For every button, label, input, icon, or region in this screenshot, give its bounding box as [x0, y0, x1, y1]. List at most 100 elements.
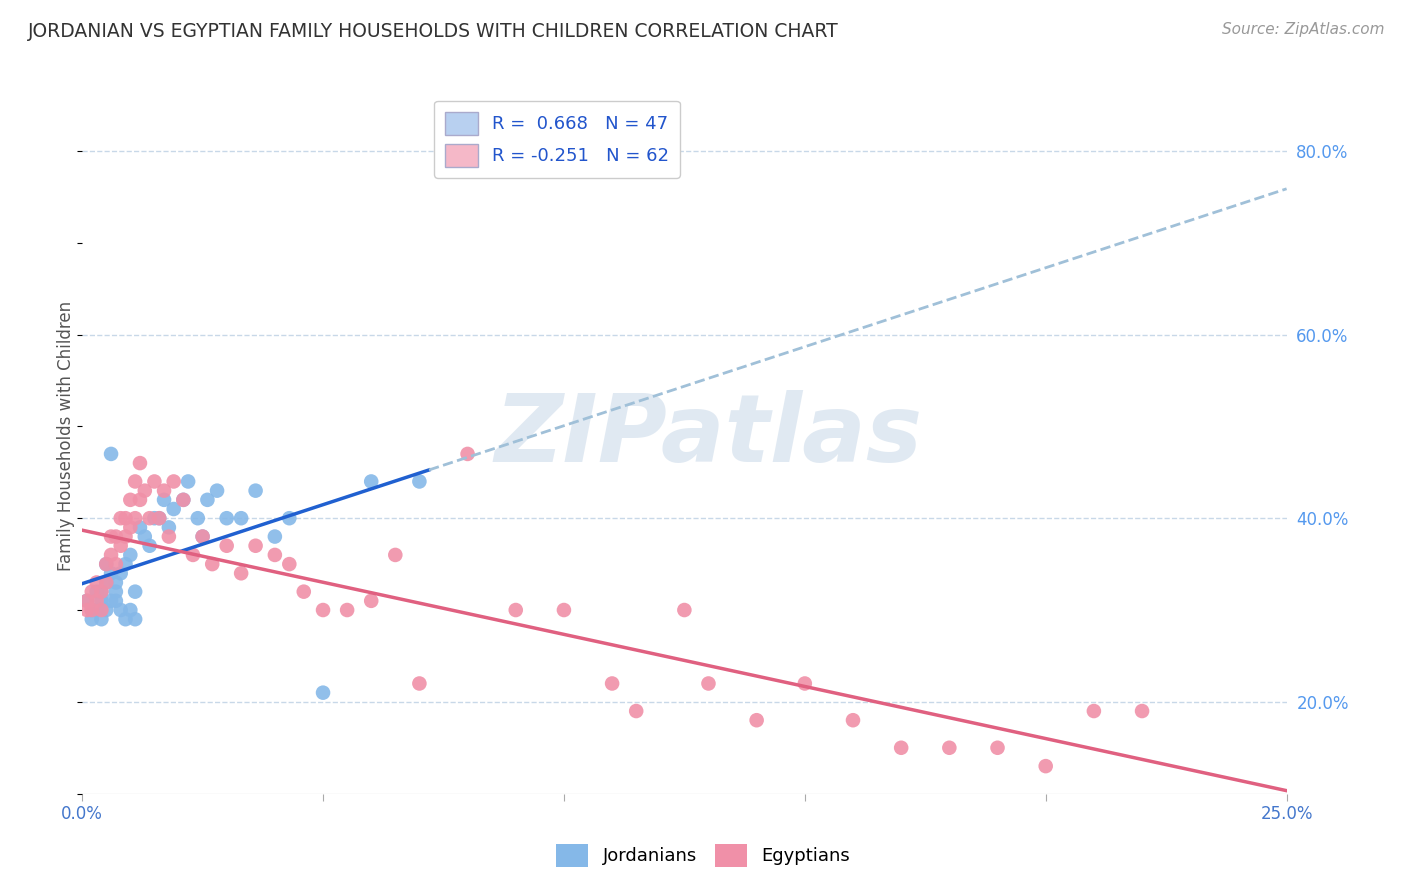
- Point: [163, 502, 186, 516]
- Legend: R =  0.668   N = 47, R = -0.251   N = 62: R = 0.668 N = 47, R = -0.251 N = 62: [434, 101, 681, 178]
- Point: [90, 584, 112, 599]
- Point: [263, 548, 285, 562]
- Point: [505, 603, 527, 617]
- Point: [76, 594, 98, 608]
- Point: [134, 483, 156, 498]
- Point: [312, 603, 335, 617]
- Point: [96, 575, 118, 590]
- Point: [100, 447, 122, 461]
- Point: [191, 530, 214, 544]
- Point: [201, 557, 224, 571]
- Point: [114, 511, 136, 525]
- Point: [172, 492, 194, 507]
- Point: [100, 548, 122, 562]
- Point: [120, 520, 142, 534]
- Point: [360, 594, 382, 608]
- Point: [697, 676, 720, 690]
- Point: [231, 566, 253, 581]
- Point: [143, 475, 166, 489]
- Text: ZIPatlas: ZIPatlas: [495, 390, 922, 482]
- Point: [153, 492, 176, 507]
- Point: [153, 483, 176, 498]
- Point: [100, 530, 122, 544]
- Point: [278, 511, 301, 525]
- Point: [80, 603, 103, 617]
- Point: [890, 740, 912, 755]
- Point: [124, 612, 146, 626]
- Point: [114, 557, 136, 571]
- Point: [76, 594, 98, 608]
- Point: [191, 530, 214, 544]
- Point: [110, 511, 132, 525]
- Point: [278, 557, 301, 571]
- Point: [100, 594, 122, 608]
- Point: [124, 475, 146, 489]
- Point: [138, 511, 160, 525]
- Point: [96, 603, 118, 617]
- Point: [360, 475, 382, 489]
- Point: [104, 557, 127, 571]
- Point: [600, 676, 623, 690]
- Point: [104, 575, 127, 590]
- Point: [110, 539, 132, 553]
- Point: [1083, 704, 1105, 718]
- Point: [673, 603, 696, 617]
- Point: [408, 475, 430, 489]
- Point: [157, 520, 180, 534]
- Point: [104, 594, 127, 608]
- Point: [181, 548, 204, 562]
- Point: [120, 548, 142, 562]
- Point: [187, 511, 209, 525]
- Point: [1035, 759, 1057, 773]
- Point: [134, 530, 156, 544]
- Y-axis label: Family Households with Children: Family Households with Children: [58, 301, 75, 571]
- Point: [793, 676, 815, 690]
- Point: [86, 594, 108, 608]
- Point: [245, 539, 267, 553]
- Text: JORDANIAN VS EGYPTIAN FAMILY HOUSEHOLDS WITH CHILDREN CORRELATION CHART: JORDANIAN VS EGYPTIAN FAMILY HOUSEHOLDS …: [28, 22, 839, 41]
- Point: [90, 594, 112, 608]
- Point: [86, 584, 108, 599]
- Point: [842, 713, 865, 727]
- Point: [76, 603, 98, 617]
- Point: [120, 603, 142, 617]
- Point: [100, 566, 122, 581]
- Point: [96, 557, 118, 571]
- Point: [129, 456, 152, 470]
- Point: [215, 511, 238, 525]
- Point: [124, 511, 146, 525]
- Point: [263, 530, 285, 544]
- Point: [231, 511, 253, 525]
- Point: [129, 520, 152, 534]
- Point: [457, 447, 479, 461]
- Point: [96, 575, 118, 590]
- Point: [138, 539, 160, 553]
- Point: [215, 539, 238, 553]
- Point: [177, 475, 200, 489]
- Point: [110, 566, 132, 581]
- Point: [745, 713, 768, 727]
- Point: [986, 740, 1008, 755]
- Point: [408, 676, 430, 690]
- Point: [292, 584, 315, 599]
- Point: [172, 492, 194, 507]
- Point: [90, 612, 112, 626]
- Point: [80, 612, 103, 626]
- Point: [114, 612, 136, 626]
- Point: [90, 584, 112, 599]
- Point: [312, 686, 335, 700]
- Point: [104, 530, 127, 544]
- Point: [80, 603, 103, 617]
- Point: [624, 704, 647, 718]
- Point: [163, 475, 186, 489]
- Point: [124, 584, 146, 599]
- Point: [143, 511, 166, 525]
- Legend: Jordanians, Egyptians: Jordanians, Egyptians: [548, 837, 858, 874]
- Point: [86, 603, 108, 617]
- Point: [938, 740, 960, 755]
- Point: [129, 492, 152, 507]
- Point: [157, 530, 180, 544]
- Point: [80, 584, 103, 599]
- Point: [245, 483, 267, 498]
- Point: [114, 530, 136, 544]
